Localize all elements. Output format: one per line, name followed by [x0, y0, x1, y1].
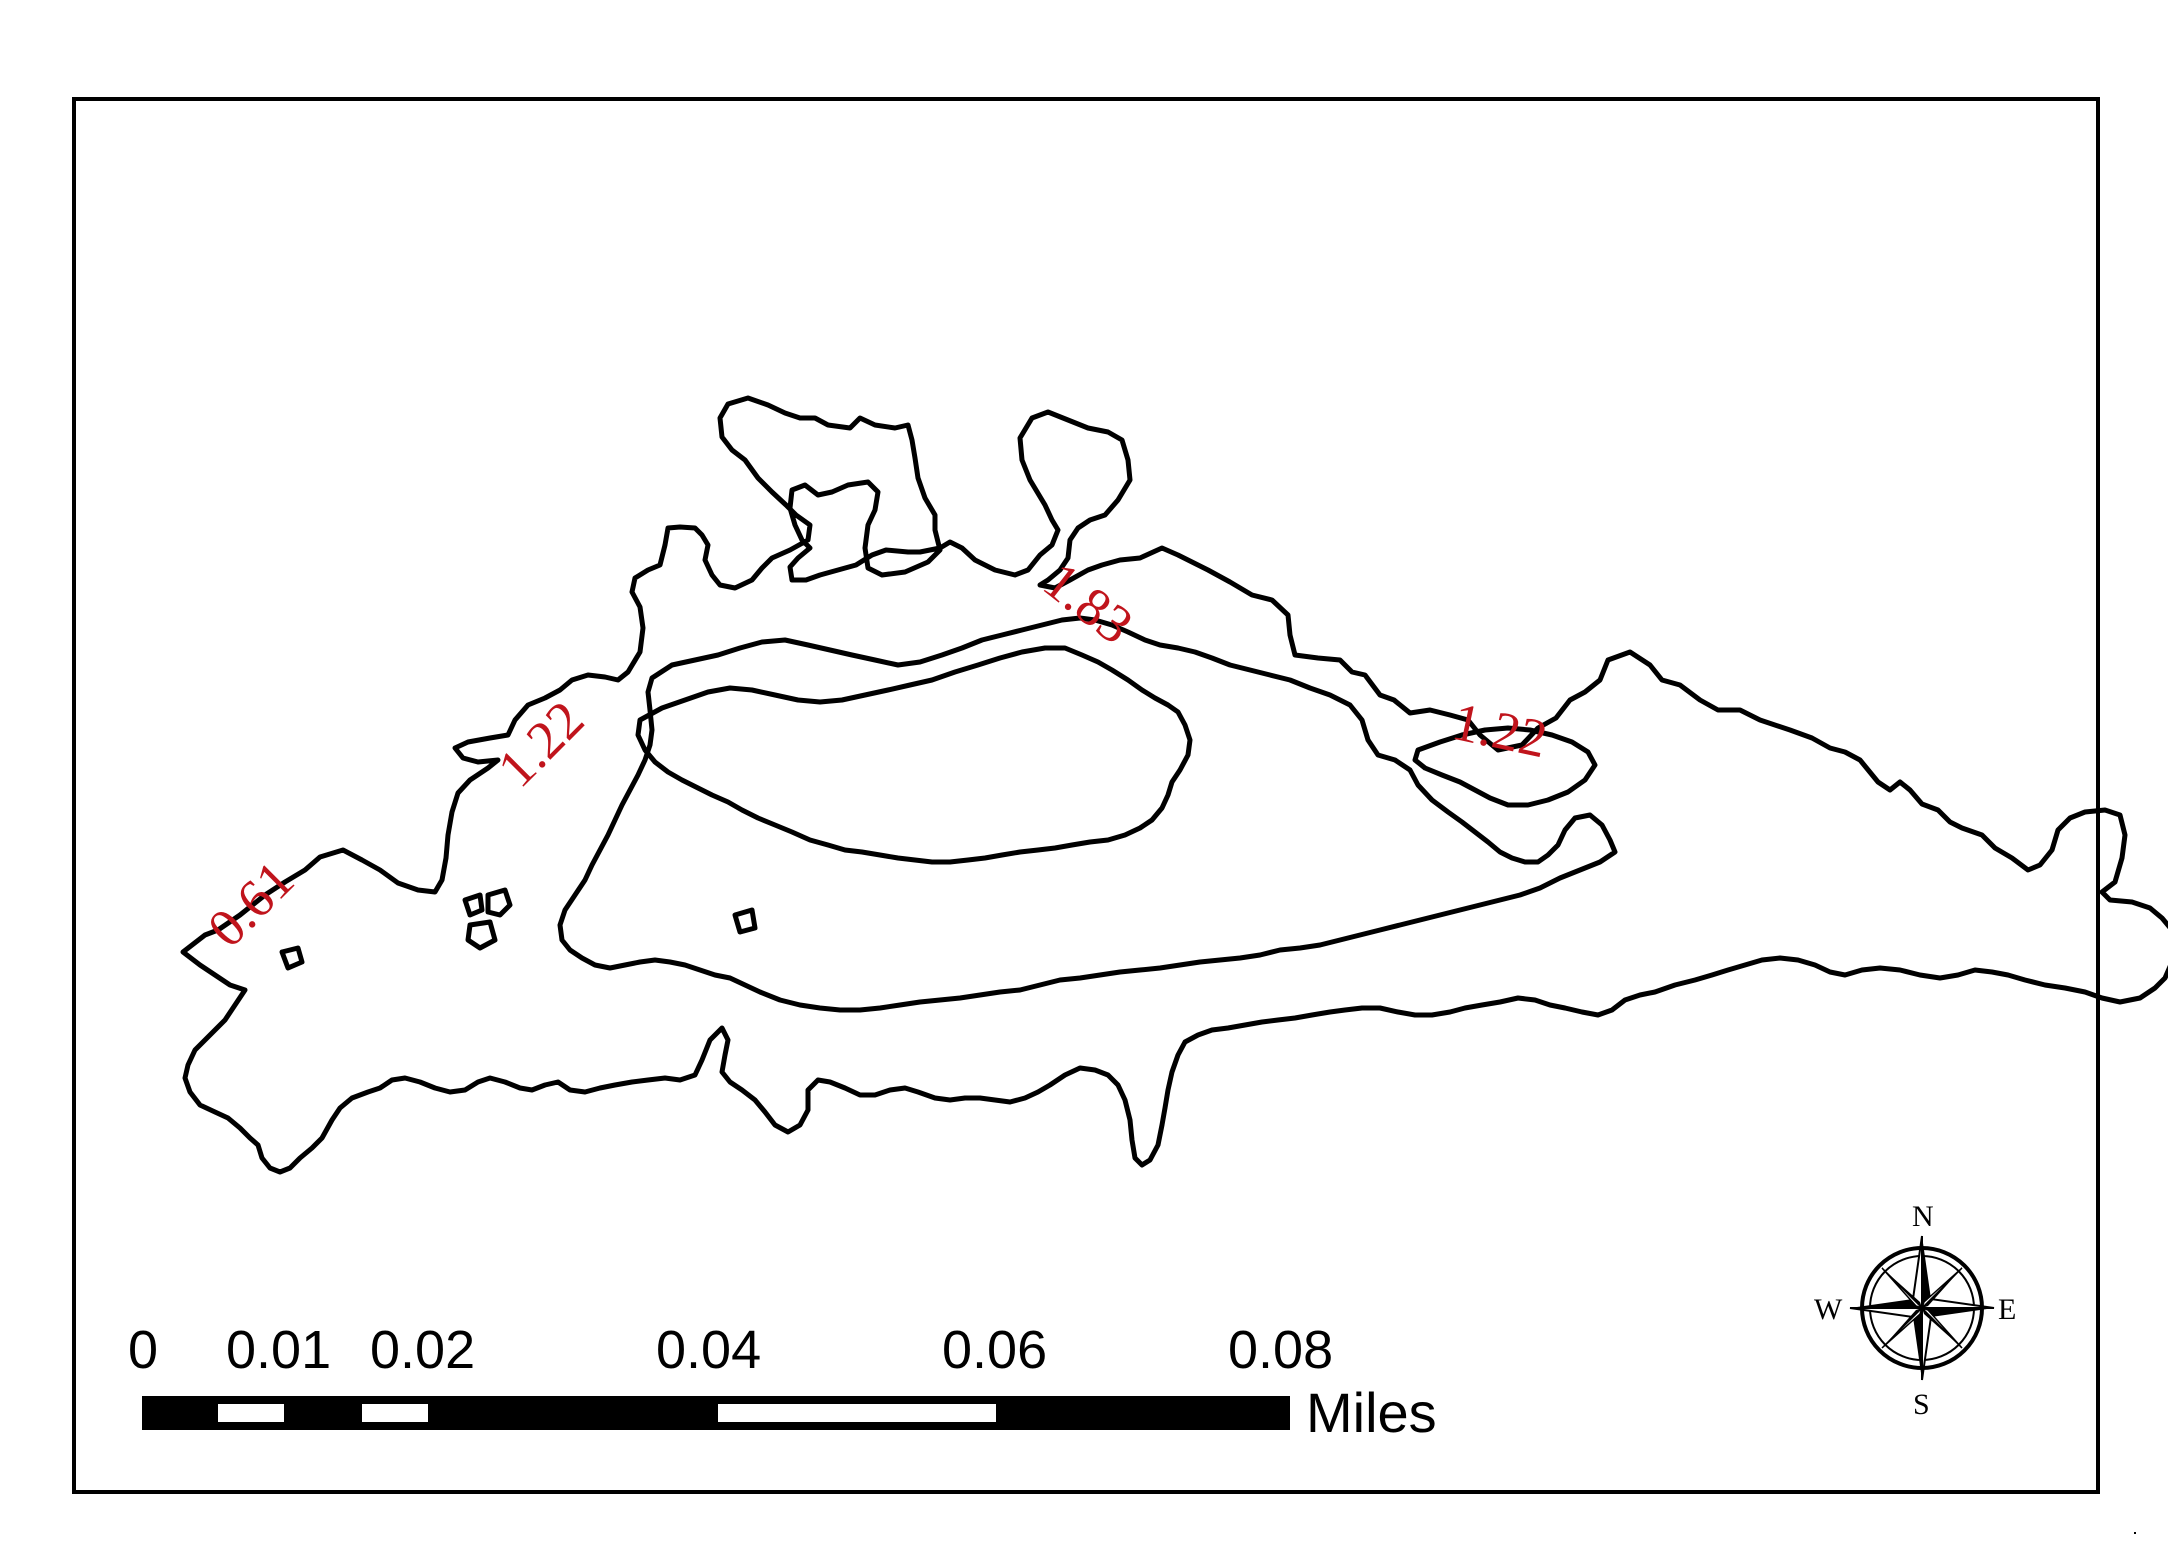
- compass-east-label: E: [1998, 1293, 2016, 1326]
- scale-bar-segment-3: [718, 1404, 996, 1422]
- contour-label-1-22-left: 1.22: [486, 689, 595, 798]
- scale-bar: 0 0.01 0.02 0.04 0.06 0.08 Miles: [128, 1320, 1437, 1444]
- scale-tick-4: 0.06: [942, 1320, 1047, 1380]
- contour-middle: [557, 615, 1618, 1013]
- contour-label-1-22-right: 1.22: [1448, 691, 1553, 769]
- map-frame: [72, 97, 2100, 1494]
- contour-islet-1: [485, 887, 513, 918]
- contour-islet-2: [462, 892, 485, 918]
- contour-label-1-83: 1.83: [1033, 550, 1144, 655]
- scale-unit-label: Miles: [1306, 1381, 1437, 1444]
- stray-dot: [2134, 1532, 2136, 1534]
- scale-bar-segment-1: [218, 1404, 284, 1422]
- contour-islet-4: [732, 907, 758, 935]
- scale-bar-outline: [142, 1396, 1290, 1430]
- contour-islet-3: [465, 919, 498, 951]
- compass-south-label: S: [1913, 1388, 1930, 1421]
- north-arrow-icon: N S E W: [1814, 1200, 2016, 1421]
- scale-tick-0: 0: [128, 1320, 158, 1380]
- contour-label-0-61: 0.61: [196, 849, 305, 958]
- scale-tick-5: 0.08: [1228, 1320, 1333, 1380]
- scale-tick-1: 0.01: [226, 1320, 331, 1380]
- scale-bar-segment-2: [362, 1404, 428, 1422]
- compass-west-label: W: [1814, 1293, 1843, 1326]
- scale-tick-2: 0.02: [370, 1320, 475, 1380]
- scale-tick-3: 0.04: [656, 1320, 761, 1380]
- contour-islet-5: [279, 945, 305, 971]
- contour-outer: [180, 395, 2168, 1175]
- compass-north-label: N: [1912, 1200, 1934, 1233]
- contour-island-right: [1412, 725, 1598, 808]
- contour-inner: [635, 645, 1193, 865]
